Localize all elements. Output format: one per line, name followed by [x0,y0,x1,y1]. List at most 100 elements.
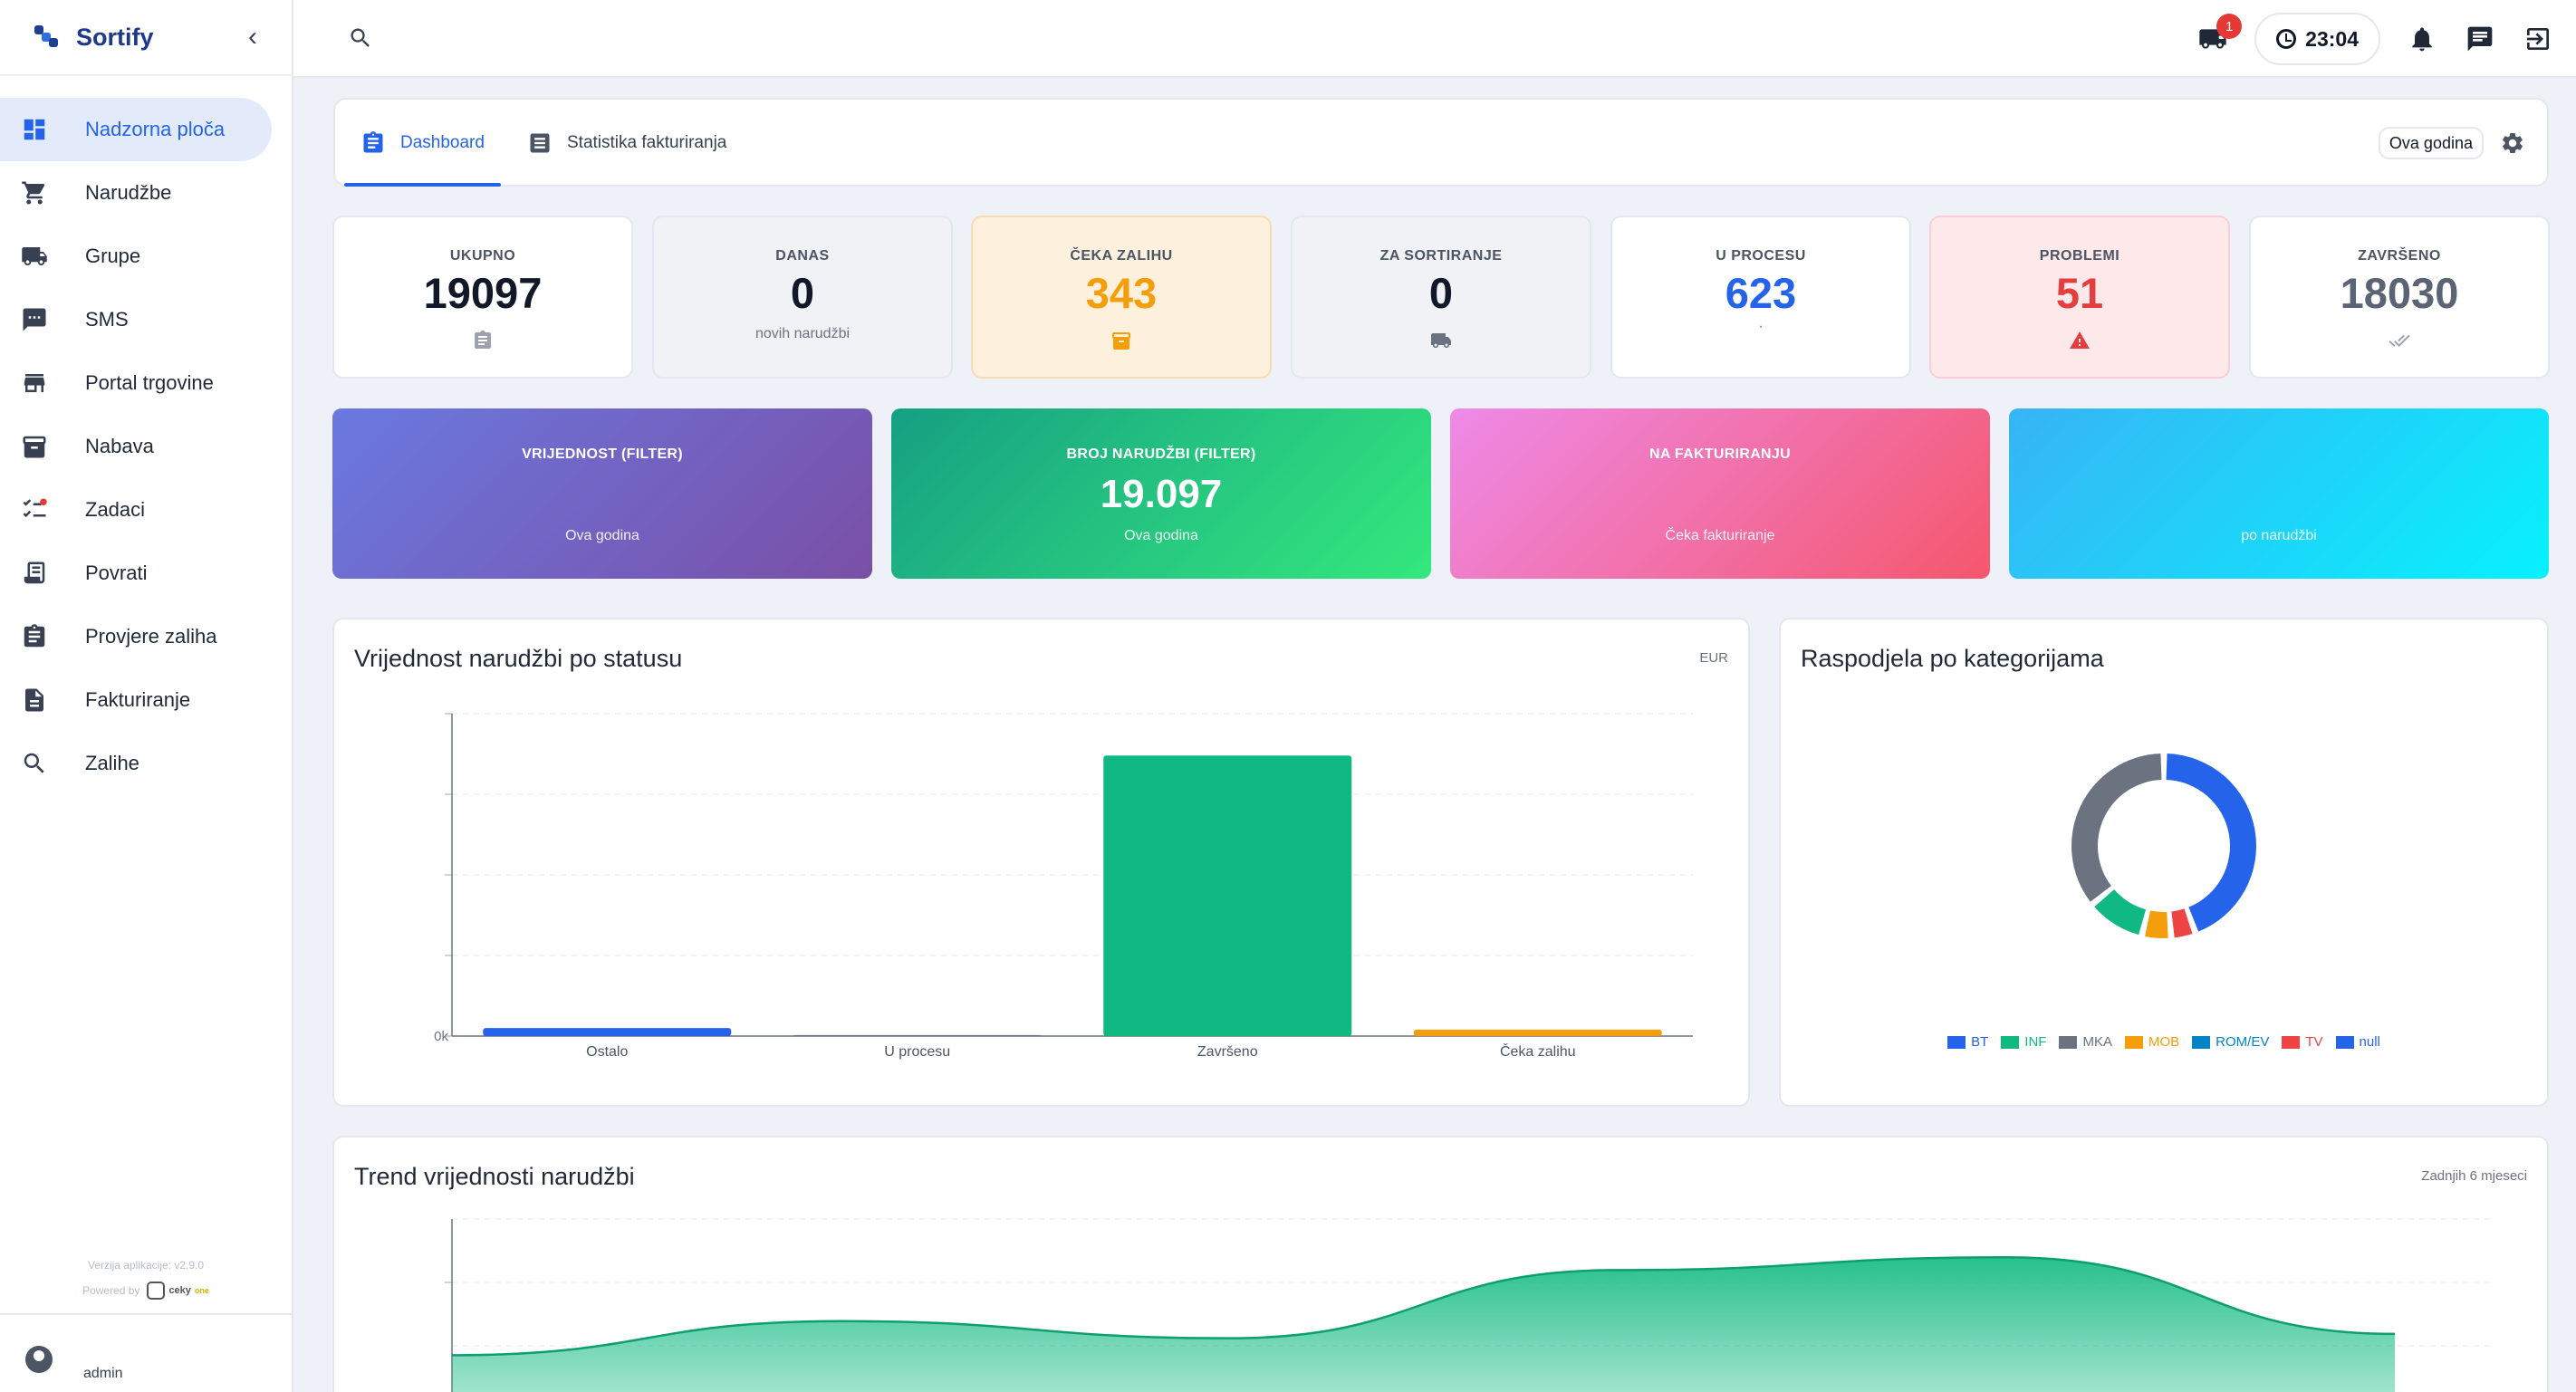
stat-value: 0 [790,269,815,317]
clipboard-icon [475,331,491,349]
legend-item[interactable]: BT [1947,1034,1988,1050]
truck-notifications-button[interactable]: 1 [2196,14,2243,55]
powered-brand-suffix: one [194,1286,209,1295]
gear-icon[interactable] [2500,130,2525,156]
legend-item[interactable]: MOB [2124,1034,2180,1050]
legend-label: INF [2024,1034,2047,1050]
tab-statistika-fakturiranja[interactable]: Statistika fakturiranja [527,100,726,187]
tab-dashboard[interactable]: Dashboard [344,100,501,187]
stat-value: 343 [1085,269,1158,317]
y-tick-label: 0k [434,1029,448,1044]
legend-label: null [2359,1034,2380,1050]
user-panel[interactable]: admin [0,1313,292,1392]
value-card[interactable]: VRIJEDNOST (FILTER) Ova godina [332,408,872,579]
search-icon [20,749,49,778]
sidebar-item-grupe[interactable]: Grupe [0,225,272,288]
messages-button[interactable] [2464,23,2496,55]
sidebar-item-provjere-zaliha[interactable]: Provjere zaliha [0,605,272,668]
powered-by-label: Powered by [82,1284,140,1297]
legend-swatch [2335,1035,2354,1049]
pie-slice[interactable] [2071,754,2162,902]
sidebar-item-povrati[interactable]: Povrati [0,542,272,605]
logout-icon [2527,28,2549,50]
sidebar-item-label: Povrati [85,562,148,584]
stat-value: 0 [1428,269,1454,317]
stat-card-ukupno[interactable]: UKUPNO 19097 [332,216,633,379]
stat-label: DANAS [775,248,830,264]
stat-sub: novih narudžbi [755,326,851,341]
stat-value: 623 [1725,269,1797,317]
clock[interactable]: 23:04 [2254,13,2380,65]
tab-billing-label: Statistika fakturiranja [567,133,727,152]
app-name: Sortify [76,23,154,51]
sidebar-item-portal-trgovine[interactable]: Portal trgovine [0,351,272,415]
order-count-card[interactable]: BROJ NARUDŽBI (FILTER) 19.097 Ova godina [891,408,1431,579]
invoice-icon [20,686,49,715]
legend-label: BT [1971,1034,1989,1050]
stat-label: U PROCESU [1716,248,1806,264]
sidebar-item-nabava[interactable]: Nabava [0,415,272,478]
legend-label: MKA [2082,1034,2112,1050]
pie-slice[interactable] [2166,754,2256,932]
area-fill [452,1257,2395,1392]
card-sub: po narudžbi [2241,528,2317,543]
sidebar-item-sms[interactable]: SMS [0,288,272,351]
stat-card-ceka-zalihu[interactable]: ČEKA ZALIHU 343 [971,216,1272,379]
legend-swatch [2001,1035,2020,1049]
sidebar-item-zalihe[interactable]: Zalihe [0,732,272,795]
notifications-button[interactable] [2406,23,2438,55]
bar[interactable] [1413,1029,1662,1036]
billing-card[interactable]: NA FAKTURIRANJU Čeka fakturiranje [1450,408,1990,579]
legend-item[interactable]: TV [2282,1034,2323,1050]
tab-dashboard-label: Dashboard [400,133,485,152]
donut-chart [2071,754,2256,938]
sidebar-footer: Verzija aplikacije: v2.9.0 Powered by ce… [0,1253,292,1303]
legend-item[interactable]: MKA [2059,1034,2112,1050]
tabs-card: Dashboard Statistika fakturiranja Ova go… [333,98,2549,187]
stat-card-za-sortiranje[interactable]: ZA SORTIRANJE 0 [1291,216,1591,379]
stat-card-u-procesu[interactable]: U PROCESU 623 · [1610,216,1911,379]
topbar: 1 23:04 [293,0,2576,78]
bar[interactable] [483,1028,732,1036]
collapse-sidebar-icon[interactable]: ‹ [248,22,257,52]
legend-item[interactable]: INF [2001,1034,2046,1050]
stat-label: ZAVRŠENO [2358,248,2441,264]
trend-chart-card: Trend vrijednosti narudžbi Zadnjih 6 mje… [332,1136,2549,1392]
card-label: NA FAKTURIRANJU [1649,446,1791,462]
period-selector[interactable]: Ova godina [2378,127,2484,159]
legend-item[interactable]: null [2335,1034,2380,1050]
stat-card-problemi[interactable]: PROBLEMI 51 [1929,216,2230,379]
pie-slice[interactable] [2094,889,2147,936]
bar[interactable] [1103,755,1352,1036]
trend-chart [445,1218,2490,1392]
stat-card-zavrseno[interactable]: ZAVRŠENO 18030 [2249,216,2550,379]
sidebar-item-zadaci[interactable]: Zadaci [0,478,272,542]
currency-label: EUR [1699,650,1728,666]
card-label: VRIJEDNOST (FILTER) [522,446,683,462]
card-sub: Čeka fakturiranje [1665,528,1775,543]
dashboard-icon [20,115,49,144]
legend-swatch [2282,1035,2301,1049]
logout-button[interactable] [2522,23,2554,55]
warning-icon [2070,331,2090,349]
sidebar-item-narudzbe[interactable]: Narudžbe [0,161,272,225]
pie-slice[interactable] [2171,908,2193,938]
stat-card-danas[interactable]: DANAS 0 novih narudžbi [652,216,953,379]
legend-label: MOB [2148,1034,2180,1050]
sidebar-item-fakturiranje[interactable]: Fakturiranje [0,668,272,732]
legend-item[interactable]: ROM/EV [2192,1034,2269,1050]
cart-icon [20,178,49,207]
store-icon [20,369,49,398]
bar[interactable] [793,1034,1042,1036]
legend-swatch [2059,1035,2078,1049]
pie-slice[interactable] [2145,910,2168,938]
sidebar-item-label: Zalihe [85,752,139,774]
sidebar-item-label: Nabava [85,435,154,457]
sidebar-item-nadzorna-ploca[interactable]: Nadzorna ploča [0,98,272,161]
search-icon[interactable] [348,25,373,51]
sidebar-item-label: Portal trgovine [85,371,214,394]
per-order-card[interactable]: po narudžbi [2009,408,2549,579]
sidebar-item-label: Nadzorna ploča [85,118,226,140]
stat-label: ZA SORTIRANJE [1379,248,1503,264]
legend-swatch [2192,1035,2211,1049]
